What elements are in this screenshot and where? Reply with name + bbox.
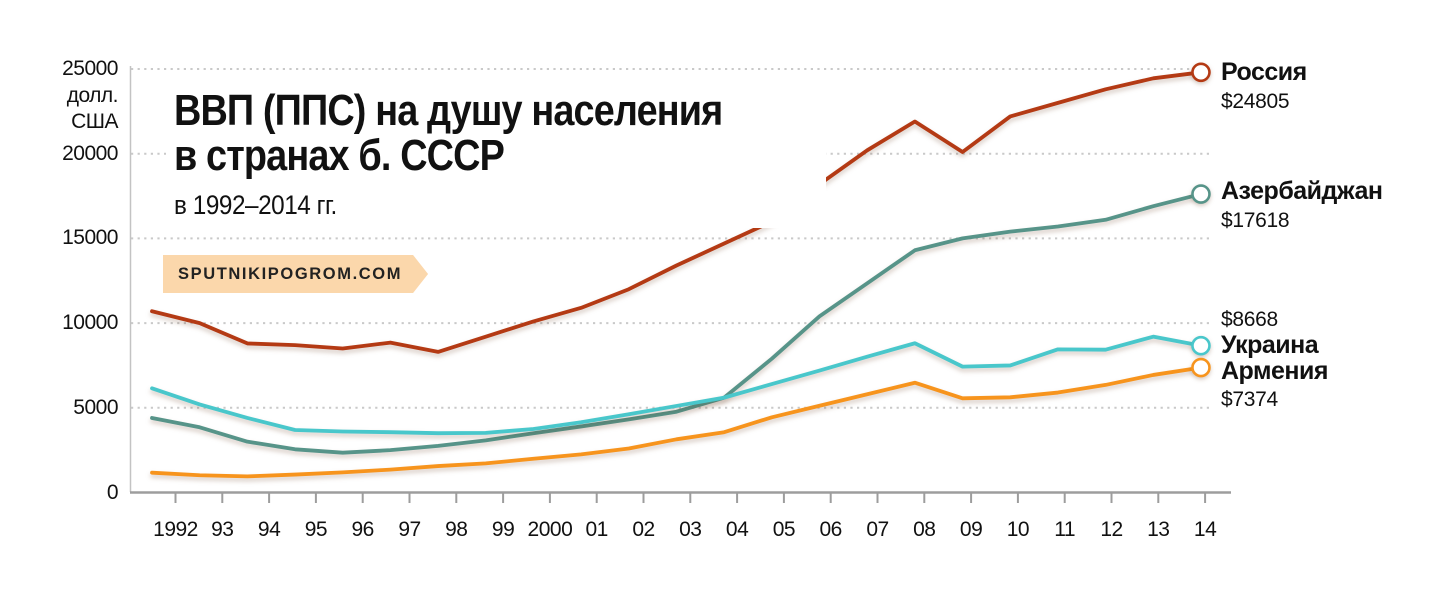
series-value-ukraine: $8668 — [1221, 308, 1278, 331]
x-axis-labels: 1992 93 94 95 96 97 98 99 2000 01 02 03 04 05 06 07 08 09… — [0, 518, 1440, 544]
series-value-armenia: $7374 — [1221, 388, 1278, 411]
series-label-armenia: Армения — [1221, 357, 1328, 385]
y-axis-unit: долл. США — [0, 83, 119, 135]
x-tick-label: 1992 — [153, 518, 198, 541]
series-label-azerbaijan: Азербайджан — [1221, 177, 1383, 205]
series-endpoint-3 — [1191, 357, 1211, 378]
series-value-azerbaijan: $17618 — [1221, 209, 1290, 232]
x-tick-label: 13 — [1147, 518, 1170, 541]
watermark-badge: SPUTNIKIPOGROM.COM — [163, 255, 428, 293]
x-tick-label: 03 — [679, 518, 702, 541]
x-tick-label: 10 — [1006, 518, 1030, 541]
title-block: ВВП (ППС) на душу населения в странах б.… — [166, 84, 826, 228]
x-tick-label: 08 — [913, 518, 936, 541]
series-line-0 — [150, 70, 1203, 354]
x-tick-label: 04 — [725, 518, 749, 541]
x-tick-label: 07 — [866, 518, 889, 541]
series-endpoint-1 — [1191, 184, 1211, 204]
x-tick-label: 95 — [304, 518, 328, 541]
series-endpoint-2 — [1191, 335, 1211, 356]
x-tick-label: 02 — [632, 518, 655, 541]
y-tick-label: 5000 — [73, 395, 118, 419]
y-tick-label: 0 — [106, 480, 119, 504]
y-axis-unit-line1: долл. — [66, 84, 119, 107]
series-label-ukraine: Украина — [1221, 331, 1319, 359]
series-label-russia: Россия — [1221, 58, 1307, 86]
chart-subtitle: в 1992–2014 гг. — [174, 190, 337, 220]
x-tick-label: 93 — [211, 518, 234, 541]
series-endpoint-0 — [1191, 62, 1211, 83]
series-line-1 — [150, 192, 1203, 455]
x-tick-label: 01 — [585, 518, 609, 541]
series-line-3 — [150, 365, 1203, 479]
series-line-2 — [150, 334, 1203, 436]
x-tick-label: 06 — [819, 518, 843, 541]
chart-title-line2: в странах б. СССР — [174, 131, 505, 180]
x-tick-label: 99 — [491, 518, 515, 541]
chart-title-line1: ВВП (ППС) на душу населения — [174, 86, 723, 135]
x-tick-label: 97 — [398, 518, 421, 541]
x-tick-label: 94 — [257, 518, 281, 541]
x-tick-label: 98 — [445, 518, 468, 541]
y-tick-label: 10000 — [62, 311, 118, 335]
x-tick-label: 2000 — [527, 518, 573, 541]
y-axis-unit-line2: США — [71, 110, 118, 133]
x-tick-label: 14 — [1193, 518, 1217, 541]
x-tick-label: 12 — [1100, 518, 1123, 541]
watermark-text: SPUTNIKIPOGROM.COM — [178, 264, 403, 283]
y-tick-label: 15000 — [62, 226, 118, 250]
series-value-russia: $24805 — [1221, 90, 1290, 113]
x-tick-label: 09 — [959, 518, 983, 541]
x-tick-label: 11 — [1054, 518, 1076, 541]
y-tick-label: 20000 — [62, 141, 118, 165]
x-tick-label: 05 — [772, 518, 796, 541]
x-tick-label: 96 — [351, 518, 375, 541]
y-tick-label: 25000 — [62, 57, 118, 80]
